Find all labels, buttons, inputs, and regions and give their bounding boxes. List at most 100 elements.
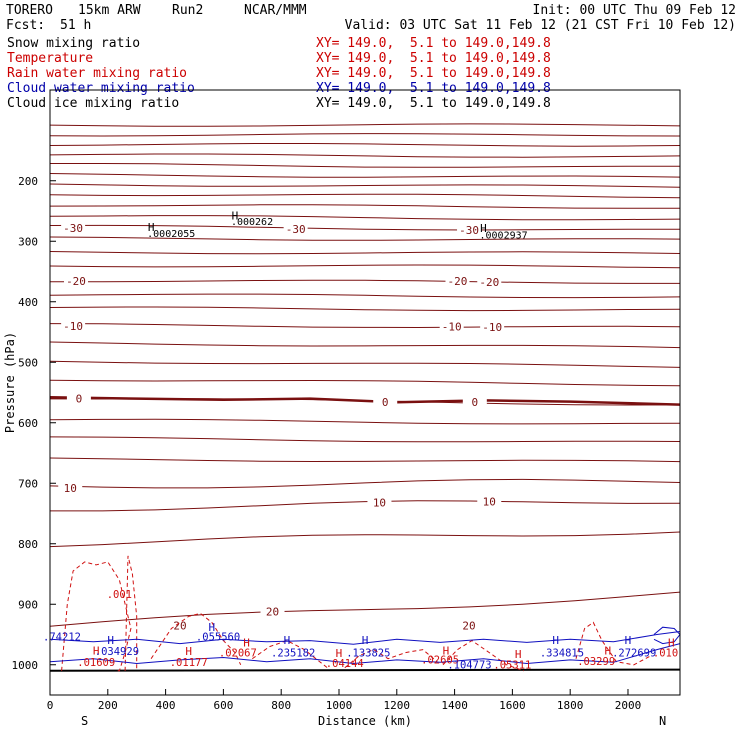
maximum-marker: H xyxy=(93,644,100,657)
rain-contour xyxy=(150,612,242,666)
maximum-marker: H xyxy=(185,645,192,658)
isotherm-line xyxy=(49,341,681,349)
isotherm-label-bg xyxy=(445,274,470,287)
y-tick-label: 1000 xyxy=(12,659,39,672)
isotherm-label-bg xyxy=(168,618,193,631)
x-axis-title: Distance (km) xyxy=(318,714,412,728)
isotherm-line xyxy=(49,153,681,158)
isotherm-label-bg xyxy=(477,494,502,507)
isotherm-line xyxy=(49,323,681,329)
rain-value-label: .04144 xyxy=(326,658,364,670)
rain-value-label: .01609 xyxy=(77,657,115,669)
isotherm-label: 10 xyxy=(483,495,496,508)
isotherm-line xyxy=(49,457,681,463)
isotherm-line xyxy=(49,224,680,231)
isotherm-line xyxy=(49,183,681,188)
isotherm-label: -30 xyxy=(63,222,83,235)
cloud-water-value-label: .055560 xyxy=(196,632,240,644)
x-tick-label: 1400 xyxy=(441,699,468,712)
isotherm-line xyxy=(49,215,681,221)
isotherm-label-bg xyxy=(373,395,398,408)
isotherm-line xyxy=(50,163,680,168)
maximum-marker: H xyxy=(625,634,632,647)
isotherm-label-bg xyxy=(64,274,89,287)
rain-value-label: .02067 xyxy=(219,647,257,659)
x-axis-end-label-north: N xyxy=(659,714,666,728)
model-resolution: 15km ARW xyxy=(78,3,141,18)
isotherm-line xyxy=(49,379,681,387)
field-name-temperature: Temperature xyxy=(7,51,94,66)
isotherm-label-bg xyxy=(367,495,392,508)
x-tick-label: 800 xyxy=(271,699,291,712)
field-name-rain: Rain water mixing ratio xyxy=(7,66,188,81)
isotherm-label: 20 xyxy=(173,619,186,632)
isotherm-line xyxy=(50,500,681,512)
x-tick-label: 400 xyxy=(156,699,176,712)
isotherm-label-bg xyxy=(61,318,86,331)
isotherm-line xyxy=(49,123,681,127)
y-tick-label: 500 xyxy=(18,356,38,369)
maximum-marker: H xyxy=(362,634,369,647)
model-name: TORERO xyxy=(6,3,53,18)
isotherm-label: -30 xyxy=(286,223,306,236)
y-tick-label: 400 xyxy=(18,296,38,309)
isotherm-label-bg xyxy=(283,222,308,235)
isotherm-label: 0 xyxy=(382,396,389,409)
y-axis-ticks: 200 300 400 500 600 700 800 900 1000 xyxy=(12,175,56,672)
rain-contour xyxy=(252,640,328,669)
maximum-marker: H xyxy=(480,222,487,235)
cloud-water-contour xyxy=(49,631,681,645)
x-tick-label: 1000 xyxy=(326,699,353,712)
x-tick-label: 1600 xyxy=(499,699,526,712)
x-tick-label: 200 xyxy=(98,699,118,712)
isotherm-label-bg xyxy=(462,395,487,408)
field-xy-temperature: XY= 149.0, 5.1 to 149.0,149.8 xyxy=(316,51,551,66)
field-xy-rain: XY= 149.0, 5.1 to 149.0,149.8 xyxy=(316,66,551,81)
forecast-hour: 51 h xyxy=(60,18,92,33)
cloud-water-value-label: .235182 xyxy=(271,647,315,659)
isotherm-line xyxy=(49,173,681,178)
isotherm-label: 10 xyxy=(64,482,77,495)
isotherm-label-bg xyxy=(457,222,482,235)
isotherm-label-bg xyxy=(457,618,482,631)
rain-contour-layer xyxy=(61,555,652,672)
forecast-label: Fcst: xyxy=(6,18,46,33)
x-axis-end-label-south: S xyxy=(81,714,88,728)
isotherm-line xyxy=(49,360,681,368)
isotherm-label: -30 xyxy=(459,224,479,237)
rain-contour xyxy=(61,561,132,672)
maximum-marker: H xyxy=(668,637,675,650)
isotherm-line xyxy=(49,193,681,199)
isotherm-line xyxy=(49,204,681,209)
cloud-water-value-label: .034929 xyxy=(95,646,139,658)
isotherm-line xyxy=(49,418,681,425)
maximum-marker: H xyxy=(515,648,522,661)
y-tick-label: 200 xyxy=(18,175,38,188)
rain-contour xyxy=(575,621,652,666)
isotherm-label: 20 xyxy=(462,619,475,632)
ice-maximum-label: .0002055 xyxy=(147,229,195,240)
maximum-marker: H xyxy=(443,644,450,657)
maximum-marker: H xyxy=(604,644,611,657)
ground-line xyxy=(49,668,681,672)
rain-contour xyxy=(124,555,138,671)
field-xy-cloud-ice: XY= 149.0, 5.1 to 149.0,149.8 xyxy=(316,96,551,111)
cloud-water-contour xyxy=(653,626,681,645)
axes-layer: 0 200 400 600 800 1000 1200 1400 1600 1800 2000 20… xyxy=(3,89,681,728)
freezing-level-line xyxy=(49,396,681,406)
field-name-snow: Snow mixing ratio xyxy=(7,36,141,51)
maximum-marker: H xyxy=(284,634,291,647)
ice-maximum-label: .000262 xyxy=(231,217,273,228)
plot-frame xyxy=(49,89,681,696)
init-time: Init: 00 UTC Thu 09 Feb 12 xyxy=(532,3,737,18)
y-tick-label: 700 xyxy=(18,477,38,490)
x-tick-label: 600 xyxy=(213,699,233,712)
isotherm-line xyxy=(49,436,681,443)
x-axis-ticks: 0 200 400 600 800 1000 1200 1400 1600 1800 2000 xyxy=(47,689,641,712)
y-tick-label: 900 xyxy=(18,598,38,611)
isotherm-label-bg xyxy=(439,319,464,332)
maximum-marker: H xyxy=(243,637,250,650)
x-tick-label: 0 xyxy=(47,699,54,712)
rain-contour xyxy=(442,640,525,672)
